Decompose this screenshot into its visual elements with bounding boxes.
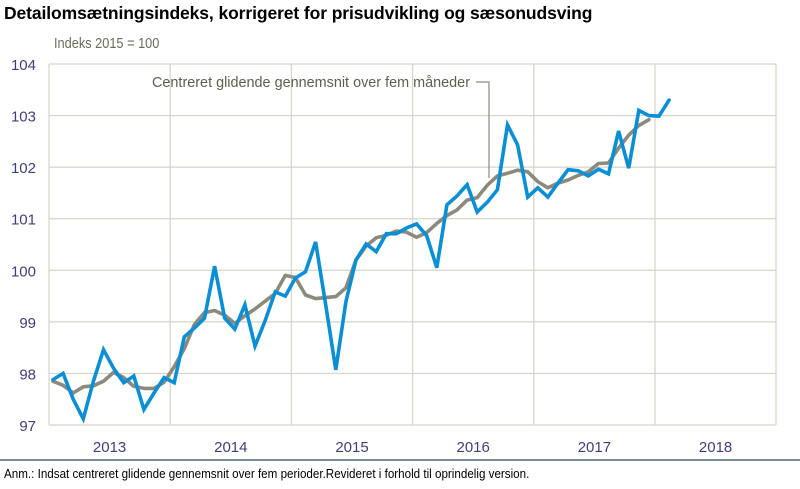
x-tick-label: 2016	[457, 439, 490, 456]
annotation: Centreret glidende gennemsnit over fem m…	[152, 75, 490, 178]
y-tick-label: 99	[19, 315, 36, 332]
y-tick-label: 100	[11, 263, 36, 280]
annotation-leader-line	[476, 81, 490, 178]
moving-average-line	[51, 117, 651, 395]
y-tick-label: 104	[11, 57, 36, 74]
y-tick-label: 103	[11, 109, 36, 126]
y-tick-label: 102	[11, 160, 36, 177]
moving-average-annotation: Centreret glidende gennemsnit over fem m…	[152, 75, 470, 91]
y-tick-label: 98	[19, 366, 36, 383]
x-axis-ticks: 2013 2014 2015 2016 2017 2018	[93, 439, 732, 456]
x-tick-label: 2013	[93, 439, 126, 456]
y-tick-label: 97	[19, 418, 36, 435]
footer-divider	[0, 459, 800, 461]
chart-title: Detailomsætningsindeks, korrigeret for p…	[4, 3, 593, 23]
index-line	[51, 98, 671, 424]
x-tick-label: 2017	[578, 439, 611, 456]
x-tick-label: 2018	[699, 439, 732, 456]
y-axis-ticks: 97 98 99 100 101 102 103 104	[11, 57, 36, 435]
x-tick-label: 2015	[335, 439, 368, 456]
x-tick-label: 2014	[214, 439, 247, 456]
y-tick-label: 101	[11, 212, 36, 229]
footnote: Anm.: Indsat centreret glidende gennemsn…	[4, 467, 530, 481]
y-axis-unit-label: Indeks 2015 = 100	[54, 36, 160, 52]
grid	[48, 63, 777, 426]
